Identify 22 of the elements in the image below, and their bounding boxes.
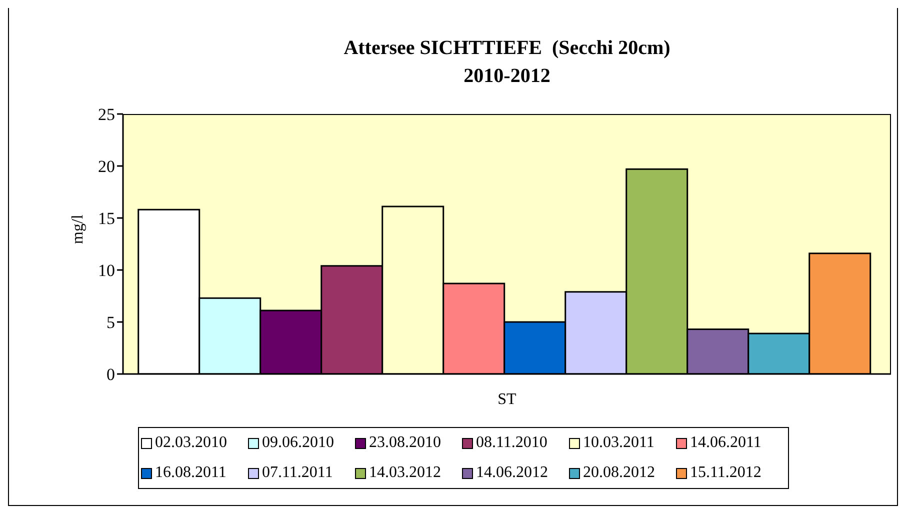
y-axis-title: mg/l [70,214,87,244]
y-tick-label: 15 [98,209,115,228]
y-tick-label: 10 [98,261,115,280]
y-tick-label: 25 [98,105,115,124]
legend-label: 23.08.2010 [369,434,441,452]
legend-label: 08.11.2010 [476,434,548,452]
chart-subtitle: 2010-2012 [462,64,552,89]
x-axis-title: ST [498,391,517,408]
legend-label: 07.11.2011 [262,464,333,482]
legend-label: 14.06.2012 [476,464,548,482]
legend-label: 20.08.2012 [583,464,655,482]
legend-label: 10.03.2011 [583,434,654,452]
legend-label: 09.06.2010 [262,434,334,452]
y-tick-label: 0 [106,365,115,384]
legend-label: 15.11.2012 [690,464,762,482]
legend-label: 14.03.2012 [369,464,441,482]
y-tick-label: 20 [98,157,115,176]
legend-label: 02.03.2010 [155,434,227,452]
legend-label: 16.08.2011 [155,464,226,482]
y-tick-label: 5 [106,313,115,332]
chart-title: Attersee SICHTTIEFE (Secchi 20cm) [342,36,672,61]
legend-label: 14.06.2011 [690,434,762,452]
